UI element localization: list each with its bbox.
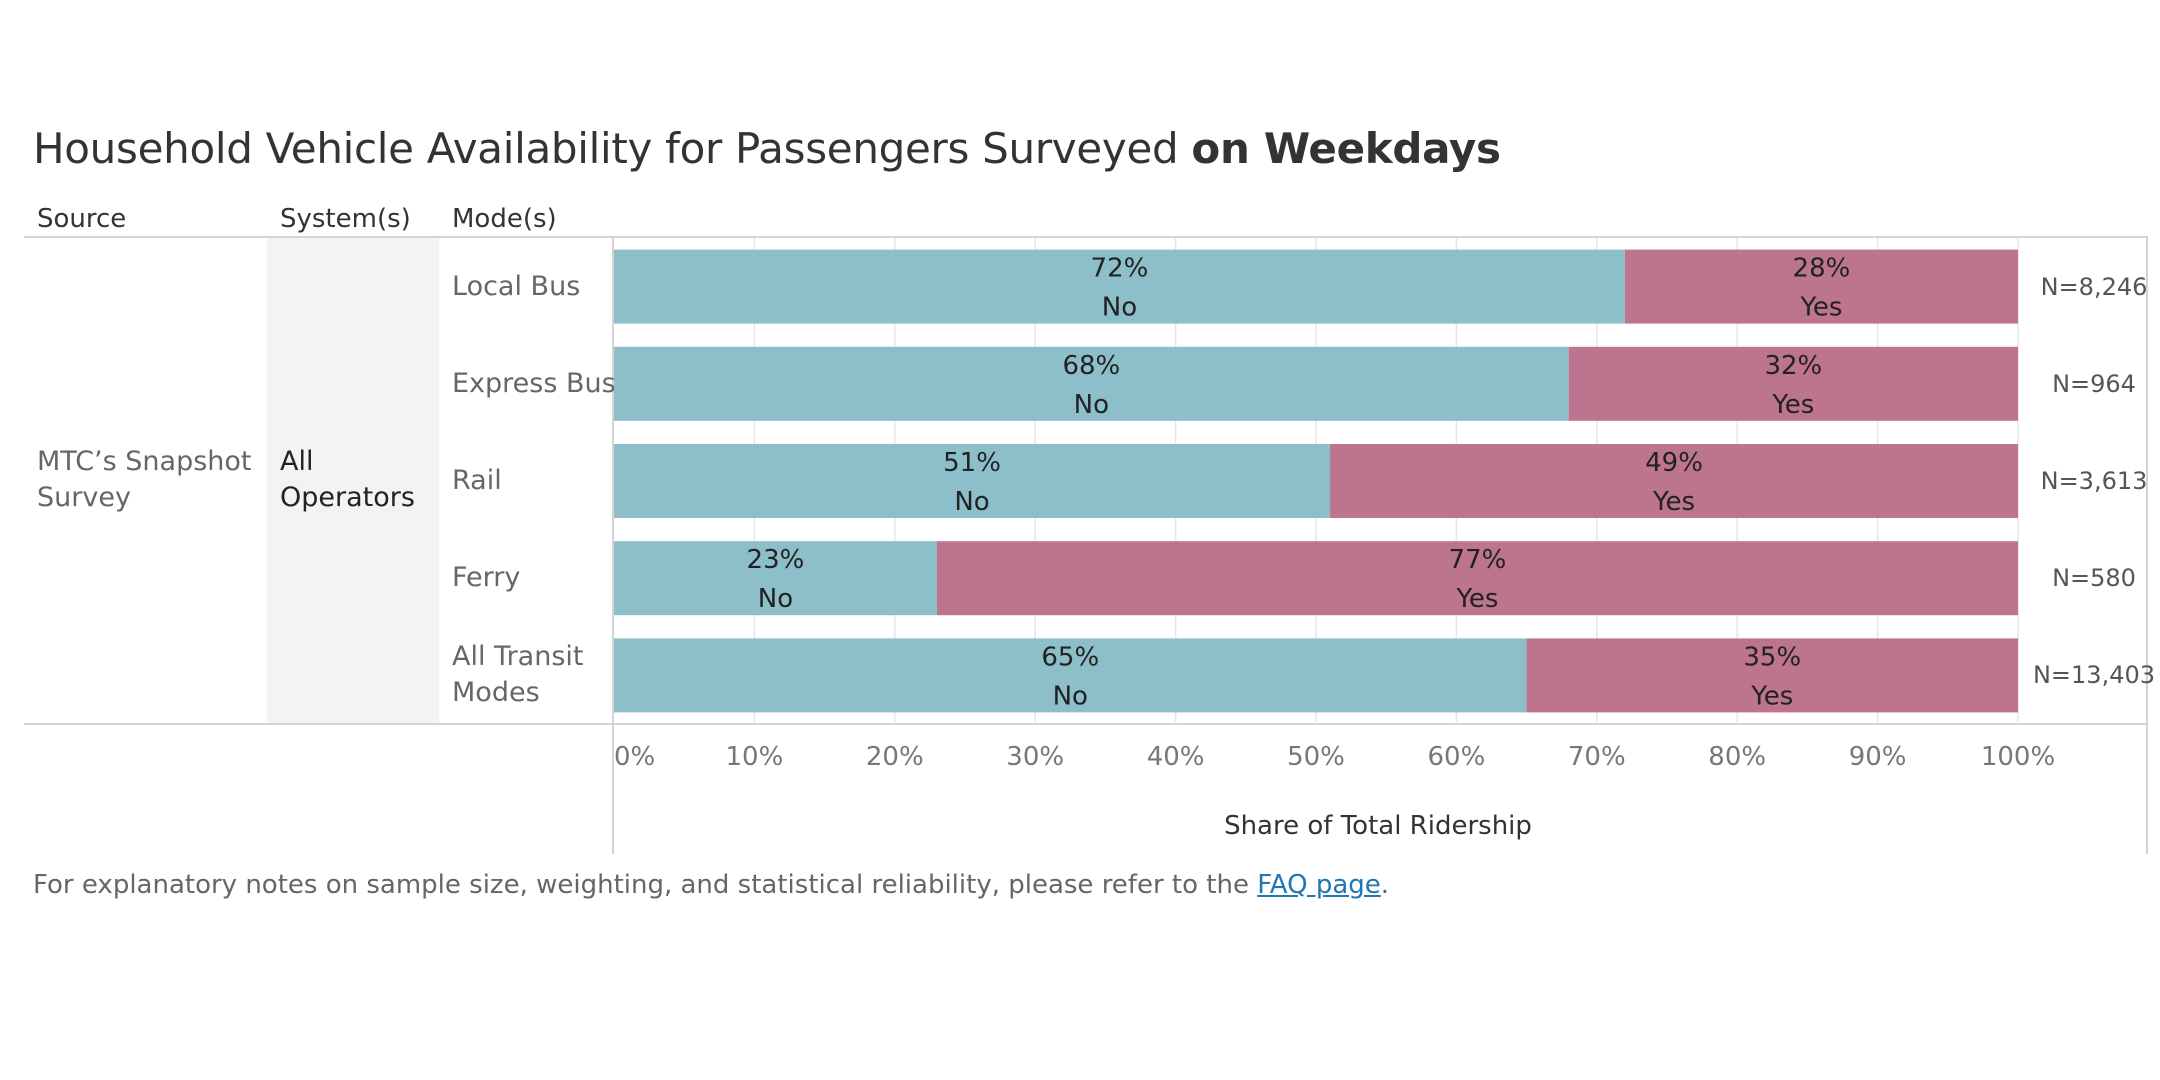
data-label-value: 49% xyxy=(1645,448,1703,478)
footnote-text: For explanatory notes on sample size, we… xyxy=(33,870,1249,900)
x-tick-label: 90% xyxy=(1849,742,1907,772)
system-value: All Operators xyxy=(280,446,415,513)
x-tick-label: 60% xyxy=(1428,742,1486,772)
header-modes: Mode(s) xyxy=(452,204,557,234)
chart-left-axis-line xyxy=(612,236,614,854)
chart-title-main: Household Vehicle Availability for Passe… xyxy=(33,124,1179,173)
x-tick-label: 40% xyxy=(1147,742,1205,772)
mode-label: Rail xyxy=(452,464,502,496)
x-tick-label: 20% xyxy=(866,742,924,772)
x-tick-label: 30% xyxy=(1006,742,1064,772)
mode-label: Express Bus xyxy=(452,367,616,399)
data-label-value: 23% xyxy=(747,545,805,575)
table-bottom-border xyxy=(24,723,2148,725)
bar-segment-yes xyxy=(1526,638,2018,713)
mode-label: Ferry xyxy=(452,562,521,594)
data-label-value: 35% xyxy=(1743,642,1801,672)
chart-right-border xyxy=(2146,236,2148,854)
data-label-series: No xyxy=(758,584,793,614)
bar-segment-no xyxy=(614,346,1569,421)
chart-title: Household Vehicle Availability for Passe… xyxy=(33,124,1501,173)
data-label-value: 32% xyxy=(1764,351,1822,381)
data-label-value: 28% xyxy=(1793,254,1851,284)
x-tick-label: 50% xyxy=(1287,742,1345,772)
x-tick-label: 10% xyxy=(726,742,784,772)
bar-segment-no xyxy=(614,638,1527,713)
sample-size-label: N=580 xyxy=(2052,564,2136,593)
faq-page-link[interactable]: FAQ page xyxy=(1257,870,1381,900)
x-tick-label: 80% xyxy=(1708,742,1766,772)
x-tick-label: 0% xyxy=(614,742,655,772)
data-label-value: 77% xyxy=(1449,545,1507,575)
bar-segment-yes xyxy=(1624,249,2018,324)
header-systems: System(s) xyxy=(280,204,411,234)
data-label-series: Yes xyxy=(1750,681,1793,711)
data-label-series: No xyxy=(1102,293,1137,323)
x-tick-label: 100% xyxy=(1981,742,2055,772)
systems-column-background xyxy=(267,238,439,724)
bar-segment-yes xyxy=(1330,444,2018,518)
source-value: MTC’s Snapshot Survey xyxy=(37,446,252,513)
mode-label: Local Bus xyxy=(452,270,581,302)
data-label-value: 68% xyxy=(1062,351,1120,381)
footnote: For explanatory notes on sample size, we… xyxy=(33,870,1389,900)
sample-size-label: N=964 xyxy=(2052,369,2136,398)
sample-size-label: N=3,613 xyxy=(2040,466,2148,495)
data-label-series: Yes xyxy=(1455,584,1498,614)
mode-label: All Transit Modes xyxy=(452,641,584,709)
bar-segment-no xyxy=(614,249,1625,324)
data-label-series: No xyxy=(954,487,989,517)
sample-size-label: N=8,246 xyxy=(2040,272,2148,301)
data-label-value: 72% xyxy=(1091,254,1149,284)
sample-size-label: N=13,403 xyxy=(2032,661,2156,690)
data-label-series: No xyxy=(1074,390,1109,420)
footnote-end: . xyxy=(1380,870,1390,900)
data-label-series: No xyxy=(1053,681,1088,711)
x-axis-label: Share of Total Ridership xyxy=(1224,811,1532,841)
data-label-series: Yes xyxy=(1652,487,1695,517)
data-label-value: 65% xyxy=(1041,642,1099,672)
table-top-border xyxy=(24,236,2148,238)
data-label-series: Yes xyxy=(1771,390,1814,420)
bar-segment-no xyxy=(614,541,937,616)
bar-segment-yes xyxy=(1568,346,2018,421)
bar-segment-yes xyxy=(936,541,2019,616)
x-tick-label: 70% xyxy=(1568,742,1626,772)
data-label-value: 51% xyxy=(943,448,1001,478)
bar-segment-no xyxy=(614,444,1331,518)
chart-title-bold: on Weekdays xyxy=(1191,124,1501,173)
data-label-series: Yes xyxy=(1799,293,1842,323)
header-source: Source xyxy=(37,204,127,234)
